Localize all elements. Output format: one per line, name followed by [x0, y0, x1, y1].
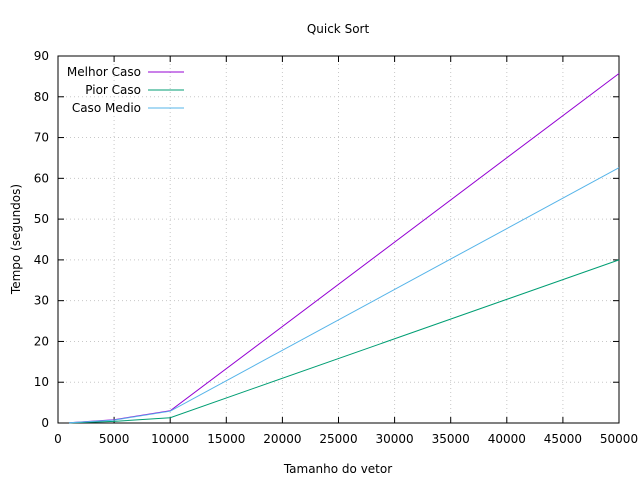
x-tick-label: 15000: [207, 432, 245, 446]
y-tick-label: 30: [34, 294, 49, 308]
x-tick-label: 35000: [432, 432, 470, 446]
y-tick-label: 0: [41, 416, 49, 430]
series-line-0: [69, 73, 620, 424]
legend: Melhor Caso Pior Caso Caso Medio: [67, 65, 184, 115]
y-tick-label: 40: [34, 253, 49, 267]
legend-label: Pior Caso: [85, 83, 141, 97]
series-line-2: [69, 167, 620, 424]
x-tick-label: 20000: [263, 432, 301, 446]
y-tick-label: 50: [34, 212, 49, 226]
series-group: [69, 73, 620, 424]
y-tick-label: 20: [34, 334, 49, 348]
x-tick-label: 25000: [319, 432, 357, 446]
x-tick-label: 10000: [151, 432, 189, 446]
chart-title: Quick Sort: [307, 22, 370, 36]
x-tick-label: 5000: [99, 432, 130, 446]
x-axis-label: Tamanho do vetor: [283, 462, 392, 476]
x-tick-label: 0: [54, 432, 62, 446]
y-tick-label: 60: [34, 171, 49, 185]
y-tick-label: 90: [34, 49, 49, 63]
y-tick-label: 80: [34, 90, 49, 104]
axis-ticks: 0 5000 10000 15000 20000 25000 30000 35000 40000…: [34, 49, 638, 446]
plot-frame: [57, 55, 620, 424]
y-tick-label: 70: [34, 131, 49, 145]
x-tick-label: 50000: [600, 432, 638, 446]
legend-label: Melhor Caso: [67, 65, 141, 79]
y-axis-label: Tempo (segundos): [9, 184, 23, 295]
x-tick-label: 40000: [488, 432, 526, 446]
x-tick-label: 45000: [544, 432, 582, 446]
legend-label: Caso Medio: [72, 101, 141, 115]
grid: [58, 56, 619, 423]
x-tick-label: 30000: [376, 432, 414, 446]
series-line-1: [69, 259, 620, 424]
y-tick-label: 10: [34, 375, 49, 389]
